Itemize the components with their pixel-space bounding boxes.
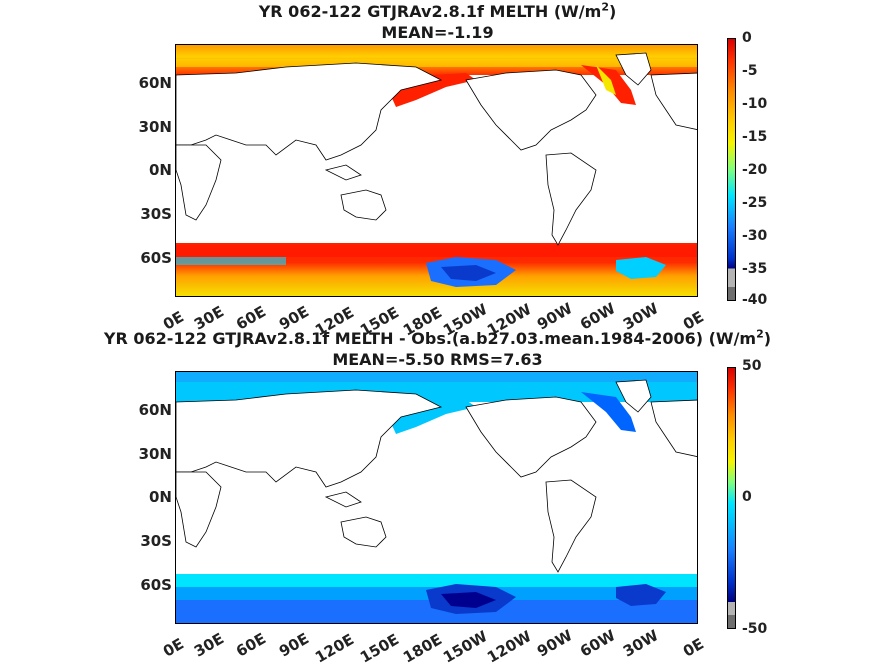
land-eurasia	[176, 62, 443, 161]
p2-cb-tick-50: 50	[742, 358, 762, 374]
land-south-america	[545, 152, 597, 246]
p2-lon-90w: 90W	[534, 626, 576, 661]
p2-lon-30w: 30W	[620, 626, 662, 661]
p2-lon-180e: 180E	[400, 630, 445, 667]
p2-cb-tick-neg50: -50	[742, 621, 768, 637]
weddell-melt	[616, 257, 666, 279]
p2-lat-60s: 60S	[140, 576, 172, 594]
p2-lat-60n: 60N	[138, 401, 172, 419]
p2-lon-150w: 150W	[440, 627, 491, 667]
p2-cb-tick-0: 0	[742, 489, 752, 505]
p2-lon-0e: 0E	[160, 634, 187, 661]
p1-cb-tick-5: -25	[742, 195, 768, 211]
land-australia	[340, 516, 387, 548]
p2-lat-0n: 0N	[149, 488, 172, 506]
p2-lat-30n: 30N	[138, 445, 172, 463]
land-north-america	[465, 69, 597, 151]
panel2-title-line2: MEAN=-5.50 RMS=7.63	[332, 350, 543, 369]
weddell-diff	[616, 584, 666, 606]
p1-cb-tick-4: -20	[742, 162, 768, 178]
p2-lon-0e-end: 0E	[680, 634, 707, 661]
p1-cb-tick-2: -10	[742, 96, 768, 112]
panel2-map	[175, 371, 698, 624]
p2-lon-150e: 150E	[357, 630, 402, 667]
panel1-colorbar	[727, 38, 736, 301]
land-maritime	[324, 491, 362, 508]
land-greenland	[615, 52, 652, 86]
p2-lon-60w: 60W	[577, 626, 619, 661]
land-africa	[176, 144, 222, 221]
land-eurasia	[176, 389, 443, 488]
p1-lat-60s: 60S	[140, 249, 172, 267]
land-europe	[650, 72, 697, 130]
p1-cb-tick-8: -40	[742, 292, 768, 308]
p1-lat-30s: 30S	[140, 205, 172, 223]
p2-lon-120e: 120E	[312, 630, 357, 667]
p1-cb-tick-0: 0	[742, 30, 752, 46]
p1-cb-tick-1: -5	[742, 63, 758, 79]
panel1-title-line1: YR 062-122 GTJRAv2.8.1f MELTH (W/m2)	[258, 0, 617, 21]
labrador-diff	[581, 392, 636, 432]
panel1-map	[175, 44, 698, 297]
land-maritime	[324, 164, 362, 181]
panel2-colorbar	[727, 367, 736, 629]
land-australia	[340, 189, 387, 221]
panel2-title-line1: YR 062-122 GTJRAv2.8.1f MELTH - Obs.(a.b…	[103, 327, 772, 348]
land-south-america	[545, 479, 597, 573]
land-greenland	[615, 379, 652, 413]
land-africa	[176, 471, 222, 548]
p2-lat-30s: 30S	[140, 532, 172, 550]
p1-lat-30n: 30N	[138, 118, 172, 136]
land-north-america	[465, 396, 597, 478]
land-europe	[650, 399, 697, 457]
p1-cb-tick-3: -15	[742, 129, 768, 145]
p1-lat-60n: 60N	[138, 74, 172, 92]
p1-cb-tick-7: -35	[742, 261, 768, 277]
p1-cb-tick-6: -30	[742, 228, 768, 244]
p2-lon-120w: 120W	[484, 627, 535, 667]
p1-lat-0n: 0N	[149, 161, 172, 179]
panel1-title-line2: MEAN=-1.19	[381, 23, 494, 42]
